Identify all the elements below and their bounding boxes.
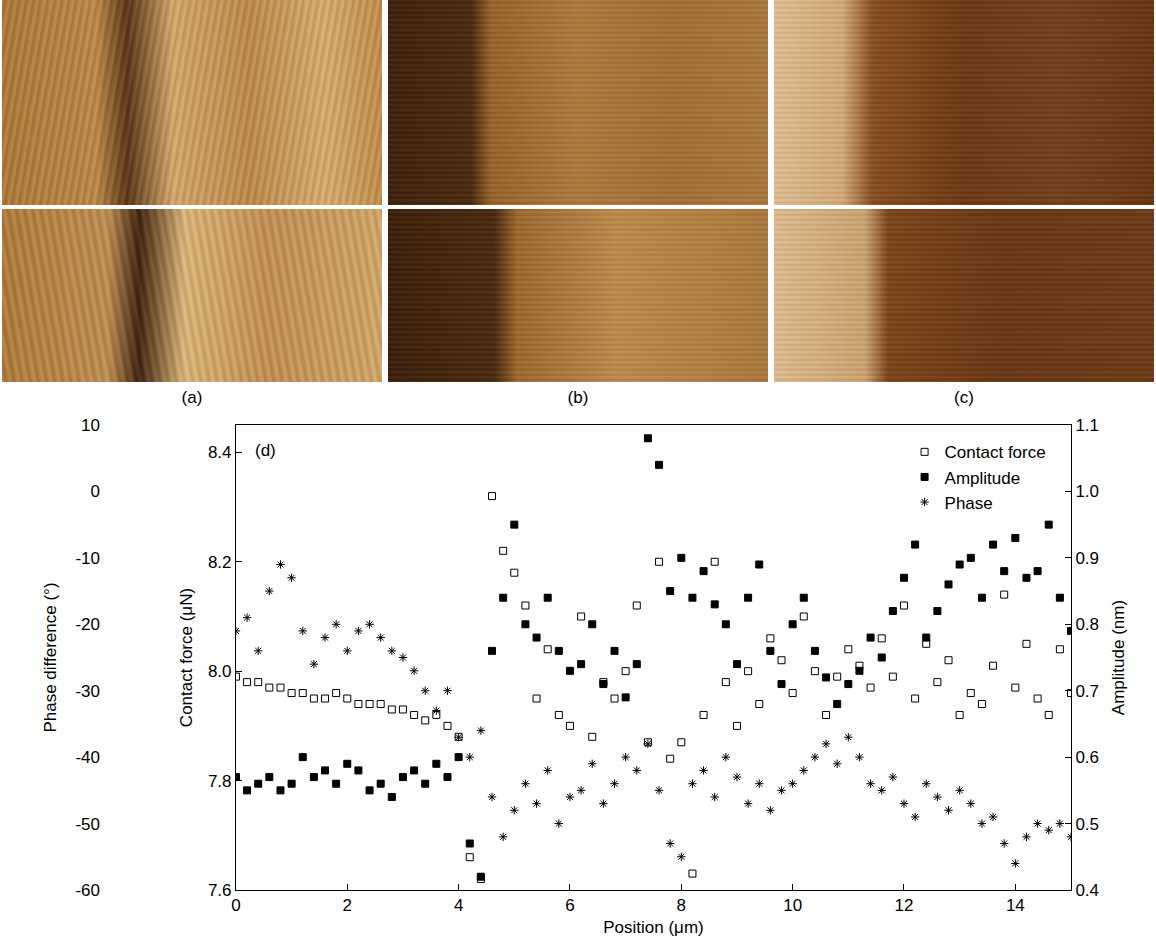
svg-text:0.4: 0.4 <box>1075 881 1099 900</box>
html-text:(c): (c) <box>954 388 974 407</box>
svg-text:8: 8 <box>677 896 686 915</box>
svg-text:0: 0 <box>231 896 240 915</box>
svg-text:-30: -30 <box>75 682 100 701</box>
svg-text:-10: -10 <box>75 549 100 568</box>
svg-text:Amplitude: Amplitude <box>945 469 1021 488</box>
svg-text:6: 6 <box>565 896 574 915</box>
svg-text:1.0: 1.0 <box>1075 482 1099 501</box>
svg-text:8.0: 8.0 <box>208 662 232 681</box>
svg-text:-20: -20 <box>75 615 100 634</box>
svg-text:0.7: 0.7 <box>1075 682 1099 701</box>
svg-text:8.2: 8.2 <box>208 553 232 572</box>
html-text:(a): (a) <box>181 388 203 407</box>
svg-text:0: 0 <box>91 482 100 501</box>
svg-text:7.8: 7.8 <box>208 772 232 791</box>
svg-text:12: 12 <box>895 896 914 915</box>
svg-text:-60: -60 <box>75 881 100 900</box>
svg-text:Phase difference (°): Phase difference (°) <box>41 582 60 732</box>
svg-text:Contact force (μN): Contact force (μN) <box>177 588 196 727</box>
svg-text:0.8: 0.8 <box>1075 615 1099 634</box>
svg-text:10: 10 <box>81 416 100 435</box>
svg-text:Position (μm): Position (μm) <box>603 918 703 937</box>
svg-text:0.9: 0.9 <box>1075 549 1099 568</box>
svg-text:4: 4 <box>454 896 463 915</box>
svg-text:-40: -40 <box>75 748 100 767</box>
svg-text:1.1: 1.1 <box>1075 416 1099 435</box>
svg-text:Phase: Phase <box>945 494 993 513</box>
svg-text:-50: -50 <box>75 815 100 834</box>
svg-text:0.5: 0.5 <box>1075 815 1099 834</box>
svg-text:0.6: 0.6 <box>1075 748 1099 767</box>
svg-text:(d): (d) <box>255 441 276 460</box>
html-text:(b): (b) <box>567 388 589 407</box>
svg-text:8.4: 8.4 <box>208 443 232 462</box>
svg-text:10: 10 <box>783 896 802 915</box>
svg-text:Contact force: Contact force <box>945 443 1046 462</box>
svg-text:Amplitude (nm): Amplitude (nm) <box>1109 600 1128 715</box>
svg-text:14: 14 <box>1006 896 1025 915</box>
svg-text:7.6: 7.6 <box>208 881 232 900</box>
svg-text:2: 2 <box>343 896 352 915</box>
